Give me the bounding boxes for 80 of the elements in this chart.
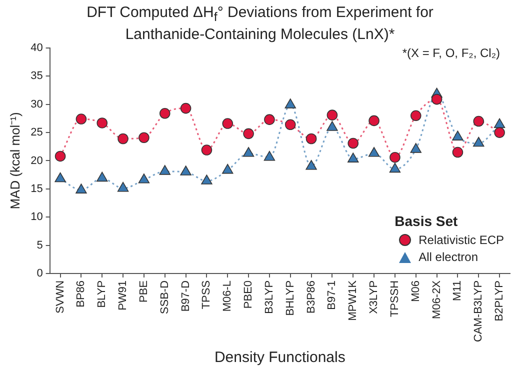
x-tick-label: BP86 <box>75 280 88 308</box>
point <box>242 147 254 157</box>
x-tick-label: B97-1 <box>326 280 338 310</box>
point <box>473 116 484 127</box>
point <box>222 164 234 174</box>
annotation: *(X = F, O, F₂, Cl₂) <box>402 46 500 60</box>
point <box>326 121 338 131</box>
point <box>368 115 380 126</box>
y-tick-label: 30 <box>30 98 43 110</box>
point <box>494 127 505 138</box>
point <box>138 173 150 184</box>
point <box>264 150 276 161</box>
x-tick-label: M06-2X <box>430 280 443 319</box>
point <box>284 119 296 130</box>
y-tick-label: 10 <box>30 211 43 224</box>
x-tick-label: SSB-D <box>158 280 171 314</box>
x-tick-label: B3LYP <box>263 280 276 314</box>
point <box>494 118 506 128</box>
x-tick-label: BHLYP <box>284 280 296 316</box>
point <box>201 174 212 184</box>
point <box>180 166 192 176</box>
point <box>180 102 192 114</box>
point <box>452 146 464 158</box>
point <box>348 138 359 149</box>
chart-title: DFT Computed ΔH$_{f}$° Deviations from Experiment for Lanthanide-Containing Molecules (LnX)* <box>86 4 434 44</box>
point <box>118 133 128 144</box>
x-tick-label: BLYP <box>96 280 108 308</box>
point <box>368 147 380 157</box>
point <box>159 165 170 175</box>
point <box>96 118 108 128</box>
point <box>96 172 108 182</box>
x-tick-label: M11 <box>452 280 464 302</box>
point <box>54 150 66 162</box>
y-tick-label: 0 <box>36 267 43 280</box>
point <box>431 94 442 105</box>
point <box>410 110 422 122</box>
x-tick-label: B2PLYP <box>494 280 506 322</box>
x-tick-label: TPSSH <box>388 280 401 318</box>
y-tick-label: 5 <box>36 239 43 252</box>
point <box>348 152 359 162</box>
point <box>452 130 464 140</box>
x-tick-label: PBE <box>138 280 150 302</box>
point <box>138 132 150 144</box>
x-tick-label: B97-D <box>180 280 192 312</box>
x-tick-label: PW91 <box>117 280 130 310</box>
x-tick-label: M06 <box>410 280 422 302</box>
point <box>389 162 401 173</box>
legend-title: Basis Set <box>394 213 459 230</box>
y-tick-label: 25 <box>30 126 43 139</box>
point <box>390 152 400 163</box>
x-tick-label: SVWN <box>54 280 66 314</box>
y-tick-label: 15 <box>30 182 43 195</box>
point <box>117 182 129 192</box>
point <box>473 136 484 147</box>
point <box>54 172 66 182</box>
y-tick-label: 20 <box>30 154 43 167</box>
x-tick-label: CAM-B3LYP <box>472 280 485 342</box>
point <box>306 133 317 144</box>
point <box>222 118 234 129</box>
point <box>76 114 87 124</box>
x-tick-label: PBE0 <box>242 280 255 309</box>
x-tick-label: TPSS <box>200 280 213 310</box>
x-tick-label: B3P86 <box>305 280 318 314</box>
point <box>264 114 275 125</box>
legend-label: All electron <box>418 250 478 264</box>
y-tick-label: 40 <box>30 42 43 54</box>
y-axis-title: MAD (kcal mol⁻¹) <box>7 112 22 210</box>
point <box>306 160 317 170</box>
legend-label: Relativistic ECP <box>418 233 504 248</box>
x-tick-label: MPW1K <box>347 280 360 321</box>
y-tick-label: 35 <box>30 70 43 82</box>
point <box>243 128 254 140</box>
point <box>76 184 87 194</box>
x-tick-label: X3LYP <box>368 280 380 314</box>
point <box>410 143 422 153</box>
point <box>159 108 170 119</box>
x-axis-title: Density Functionals <box>214 349 346 366</box>
point <box>326 110 338 120</box>
x-tick-label: M06-L <box>222 280 234 312</box>
point <box>201 144 212 156</box>
